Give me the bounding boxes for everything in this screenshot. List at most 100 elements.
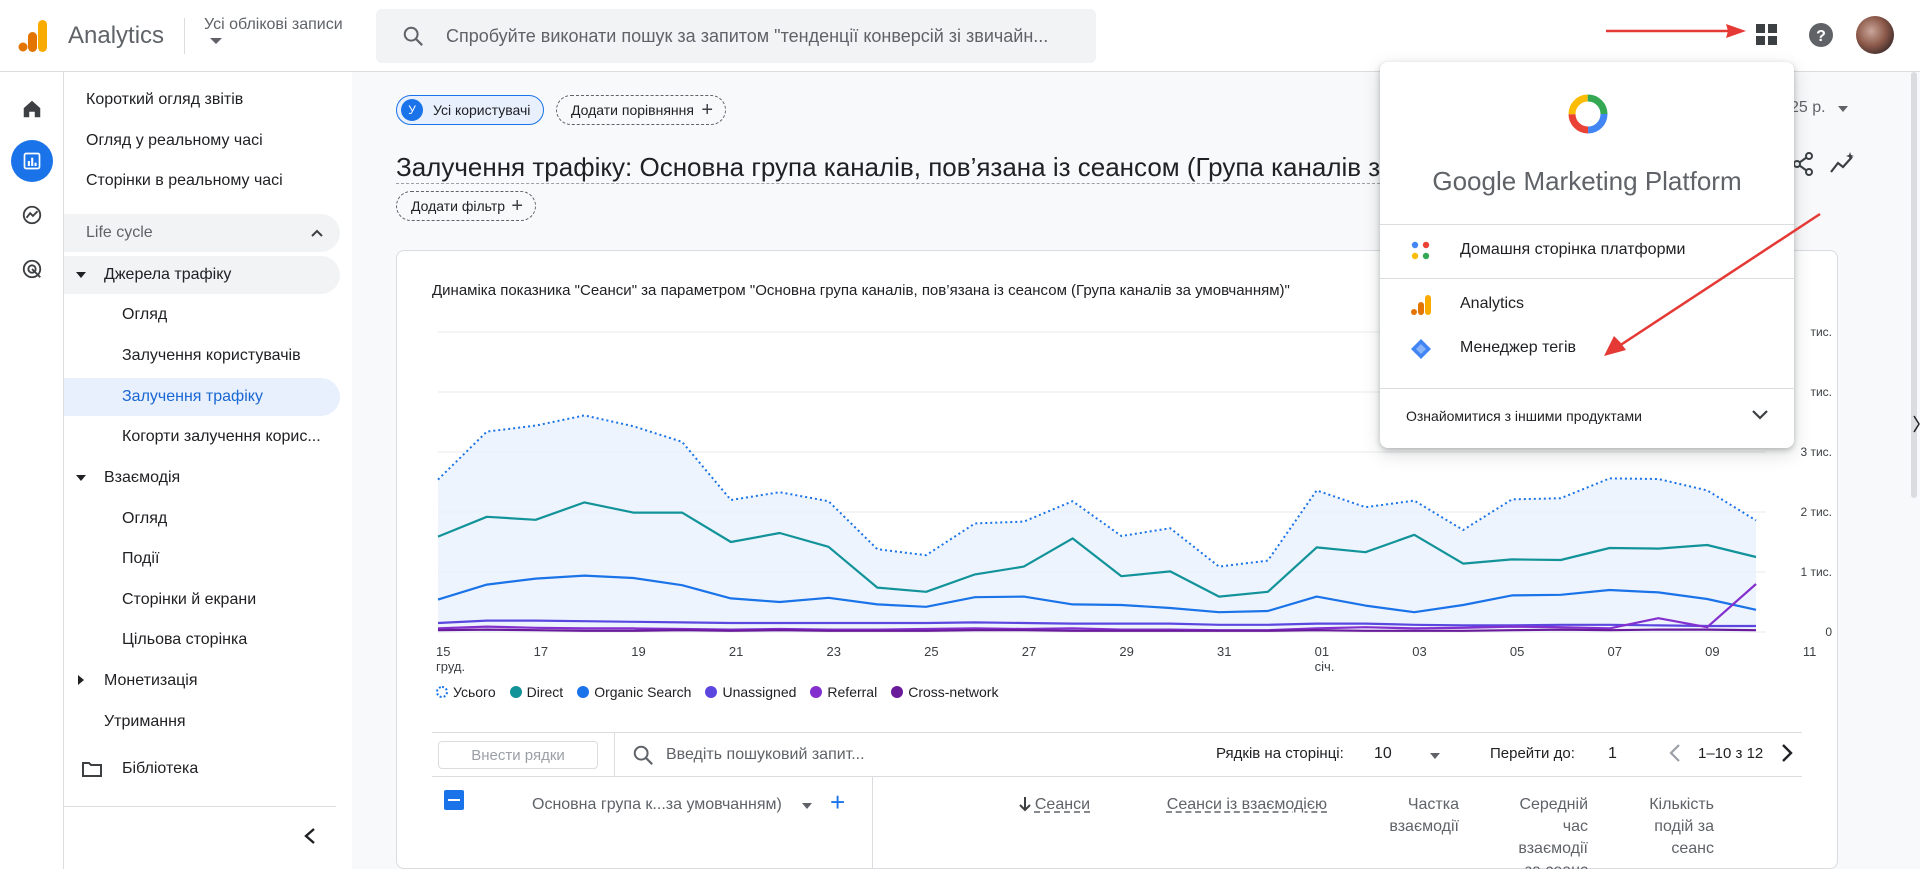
plus-icon: +: [701, 99, 713, 121]
nav-group-engagement[interactable]: Взаємодія: [64, 459, 340, 497]
platform-home-link[interactable]: Домашня сторінка платформи: [1380, 230, 1794, 270]
help-icon[interactable]: ?: [1808, 22, 1834, 48]
nav-group-acquisition[interactable]: Джерела трафіку: [64, 256, 340, 294]
nav-item-acquisition-overview[interactable]: Огляд: [64, 296, 340, 334]
rows-per-page-select[interactable]: 10: [1374, 745, 1392, 762]
apps-grid-icon[interactable]: [1756, 24, 1778, 46]
dimension-header[interactable]: Основна група к...за умовчанням): [532, 796, 782, 813]
nav-item-events[interactable]: Події: [64, 540, 340, 578]
nav-item-label: Сторінки й екрани: [122, 591, 257, 608]
y-tick-label: 2 тис.: [1800, 505, 1832, 519]
nav-item-realtime-pages[interactable]: Сторінки в реальному часі: [64, 162, 340, 200]
caret-right-icon: [78, 675, 84, 685]
legend-item[interactable]: Cross-network: [891, 684, 998, 700]
series-line: [437, 574, 1757, 614]
add-dimension-plus-icon[interactable]: +: [830, 787, 846, 817]
search-input[interactable]: [446, 21, 1076, 51]
caret-down-icon[interactable]: [210, 38, 222, 44]
analytics-logo-icon[interactable]: [18, 20, 48, 52]
legend-swatch: [577, 686, 590, 698]
series-line: [437, 583, 1757, 632]
legend-label: Organic Search: [594, 684, 692, 700]
legend-item[interactable]: Усього: [436, 684, 496, 700]
column-header-engagement-rate[interactable]: Частка взаємодії: [1389, 794, 1459, 838]
nav-group-monetization[interactable]: Монетизація: [64, 662, 340, 700]
advertising-icon[interactable]: [11, 248, 53, 290]
select-all-checkbox[interactable]: [444, 790, 464, 810]
nav-item-landing-page[interactable]: Цільова сторінка: [64, 621, 340, 659]
y-tick-label: тис.: [1810, 385, 1832, 399]
legend-item[interactable]: Organic Search: [577, 684, 691, 700]
nav-item-traffic-acquisition[interactable]: Залучення трафіку: [64, 378, 340, 416]
column-header-line: Сеанси: [1034, 796, 1090, 813]
account-selector[interactable]: Усі облікові записи: [204, 16, 343, 33]
segment-chip-all-users[interactable]: У Усі користувачі: [396, 95, 544, 125]
nav-group-retention[interactable]: Утримання: [64, 703, 340, 741]
avatar[interactable]: [1856, 16, 1894, 54]
goto-page-label: Перейти до:: [1490, 745, 1575, 762]
goto-page-input[interactable]: 1: [1608, 745, 1617, 762]
nav-item-library[interactable]: Бібліотека: [64, 750, 340, 788]
legend-swatch: [891, 686, 904, 698]
legend-item[interactable]: Direct: [509, 684, 563, 700]
caret-down-icon[interactable]: [1430, 753, 1440, 759]
caret-down-icon: [76, 272, 86, 278]
popup-divider: [1380, 278, 1794, 279]
nav-item-pages-screens[interactable]: Сторінки й екрани: [64, 581, 340, 619]
caret-down-icon[interactable]: [1838, 106, 1848, 112]
svg-text:?: ?: [1816, 28, 1826, 45]
nav-section-lifecycle[interactable]: Life cycle: [64, 214, 340, 252]
tag-manager-link[interactable]: Менеджер тегів: [1380, 328, 1794, 368]
reports-icon[interactable]: [11, 140, 53, 182]
nav-item-label: Сторінки в реальному часі: [86, 172, 283, 189]
share-icon[interactable]: [1792, 152, 1814, 176]
prev-page-chevron-icon[interactable]: [1668, 742, 1682, 764]
insights-icon[interactable]: [1830, 152, 1856, 174]
nav-item-label: Залучення користувачів: [122, 347, 301, 364]
page-title[interactable]: Залучення трафіку: Основна група каналів…: [396, 152, 1390, 184]
x-tick-label: 03: [1412, 644, 1426, 659]
segment-chip-label: Усі користувачі: [433, 102, 531, 118]
search-box[interactable]: [376, 9, 1096, 63]
add-filter-button[interactable]: Додати фільтр +: [396, 191, 536, 221]
nav-item-acquisition-cohorts[interactable]: Когорти залучення корис...: [64, 418, 340, 456]
chart-legend: Усього Direct Organic Search Unassigned Refe…: [436, 684, 998, 700]
nav-item-user-acquisition[interactable]: Залучення користувачів: [64, 337, 340, 375]
date-range-label[interactable]: 25 р.: [1790, 99, 1826, 116]
column-header-sessions[interactable]: Сеанси: [1035, 794, 1090, 816]
scrollbar-thumb[interactable]: [1911, 72, 1917, 498]
chevron-down-icon[interactable]: [1750, 404, 1770, 424]
legend-label: Усього: [453, 684, 496, 700]
chevron-up-icon[interactable]: [310, 226, 324, 240]
collapse-nav-chevron-icon[interactable]: [302, 826, 318, 846]
column-header-engaged-sessions[interactable]: Сеанси із взаємодією: [1167, 794, 1327, 816]
table-top-divider: [432, 732, 1802, 733]
column-header-events-per-session[interactable]: Кількість подій за сеанс: [1649, 794, 1714, 860]
top-bar: Analytics Усі облікові записи ?: [0, 0, 1920, 72]
header-divider: [184, 18, 185, 54]
nav-item-reports-snapshot[interactable]: Короткий огляд звітів: [64, 81, 340, 119]
next-page-chevron-icon[interactable]: [1780, 742, 1794, 764]
explore-products-link[interactable]: Ознайомитися з іншими продуктами: [1406, 408, 1642, 424]
sort-descending-arrow-icon[interactable]: [1018, 796, 1032, 812]
x-tick-label: 07: [1608, 644, 1622, 659]
legend-item[interactable]: Referral: [810, 684, 877, 700]
marketing-platform-logo-icon: [1568, 94, 1608, 134]
explore-icon[interactable]: [11, 194, 53, 236]
legend-item[interactable]: Unassigned: [705, 684, 796, 700]
caret-down-icon[interactable]: [802, 803, 812, 809]
table-search-input[interactable]: [666, 744, 966, 766]
home-icon[interactable]: [11, 88, 53, 130]
column-header-avg-engagement-time[interactable]: Середній час взаємодії за сеанс: [1518, 794, 1588, 869]
x-tick-label: 27: [1022, 644, 1036, 659]
pagination-range: 1–10 з 12: [1698, 745, 1764, 762]
add-rows-button[interactable]: Внести рядки: [438, 741, 598, 769]
add-comparison-button[interactable]: Додати порівняння +: [556, 95, 726, 125]
nav-item-label: Взаємодія: [104, 469, 181, 486]
column-header-line: сеанс: [1671, 840, 1714, 857]
annotation-arrow-icon: [1606, 24, 1746, 38]
nav-item-realtime-overview[interactable]: Огляд у реальному часі: [64, 122, 340, 160]
nav-item-engagement-overview[interactable]: Огляд: [64, 500, 340, 538]
analytics-product-link[interactable]: Analytics: [1380, 284, 1794, 324]
app-title[interactable]: Analytics: [68, 22, 165, 49]
